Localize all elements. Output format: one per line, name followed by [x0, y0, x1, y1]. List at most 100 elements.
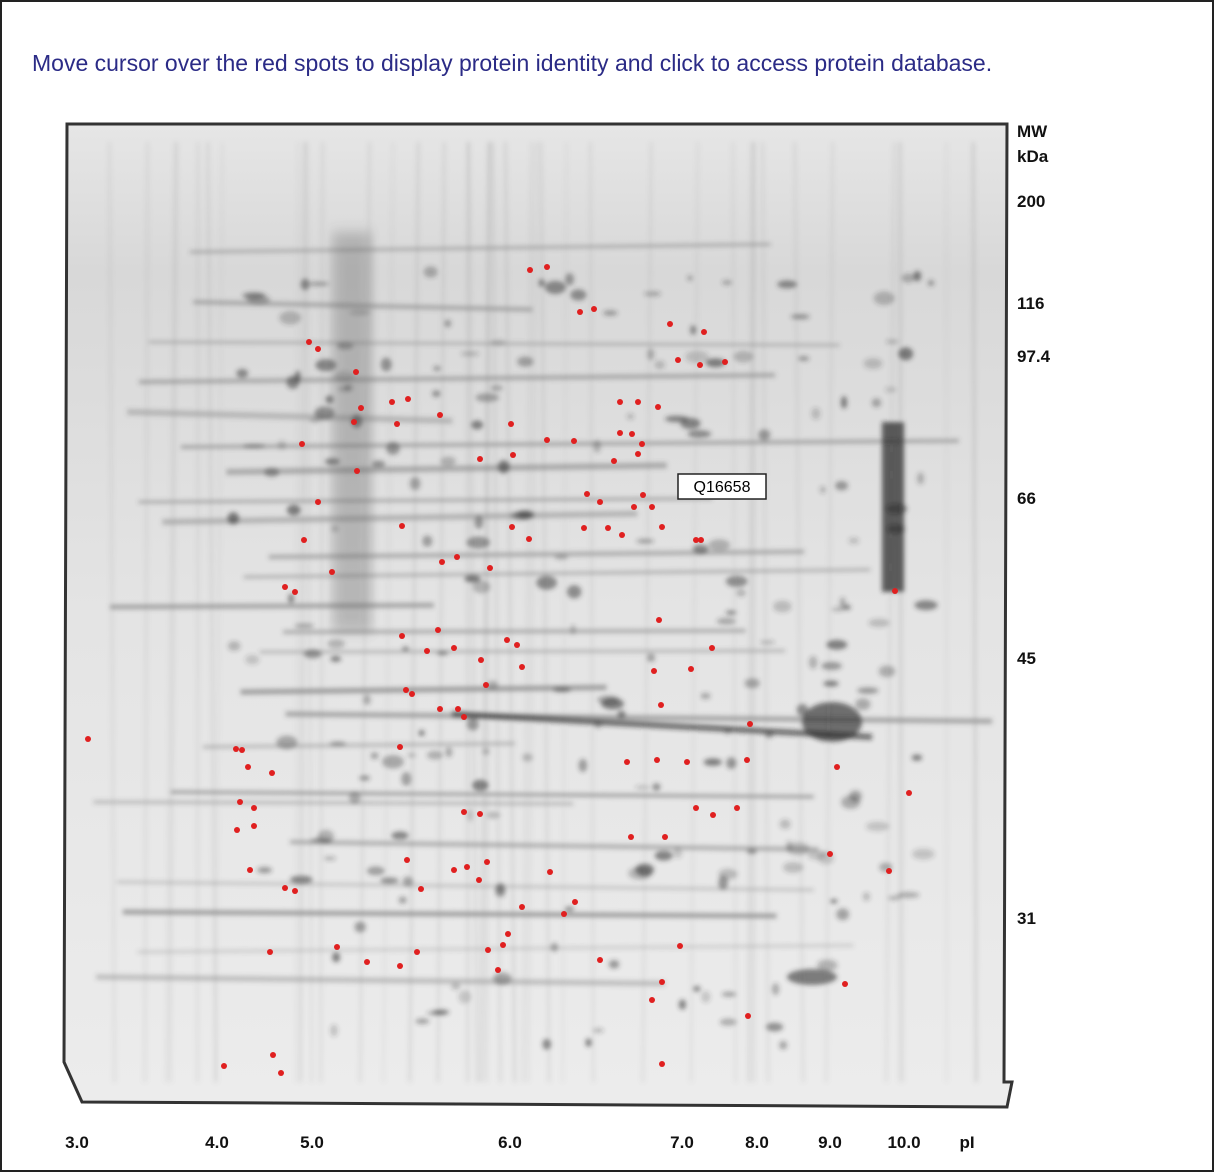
protein-spot[interactable] [315, 346, 321, 352]
protein-spot[interactable] [651, 668, 657, 674]
protein-spot[interactable] [886, 868, 892, 874]
protein-spot[interactable] [85, 736, 91, 742]
protein-spot[interactable] [617, 430, 623, 436]
protein-spot[interactable] [649, 504, 655, 510]
protein-spot[interactable] [659, 1061, 665, 1067]
protein-spot[interactable] [624, 759, 630, 765]
protein-spot[interactable] [649, 997, 655, 1003]
protein-spot[interactable] [394, 421, 400, 427]
protein-spot[interactable] [675, 357, 681, 363]
protein-spot[interactable] [270, 1052, 276, 1058]
protein-spot[interactable] [364, 959, 370, 965]
protein-spot[interactable] [484, 859, 490, 865]
protein-spot[interactable] [628, 834, 634, 840]
protein-spot[interactable] [697, 362, 703, 368]
protein-spot[interactable] [477, 456, 483, 462]
protein-spot[interactable] [409, 691, 415, 697]
protein-spot[interactable] [476, 877, 482, 883]
protein-spot[interactable] [508, 421, 514, 427]
protein-spot[interactable] [282, 584, 288, 590]
protein-spot[interactable] [437, 706, 443, 712]
protein-spot[interactable] [282, 885, 288, 891]
protein-spot[interactable] [605, 525, 611, 531]
protein-spot[interactable] [572, 899, 578, 905]
protein-spot[interactable] [827, 851, 833, 857]
protein-spot[interactable] [334, 944, 340, 950]
protein-spot[interactable] [527, 267, 533, 273]
protein-spot[interactable] [437, 412, 443, 418]
protein-spot[interactable] [631, 504, 637, 510]
protein-spot[interactable] [892, 588, 898, 594]
protein-spot[interactable] [659, 979, 665, 985]
protein-spot[interactable] [455, 706, 461, 712]
protein-spot[interactable] [221, 1063, 227, 1069]
protein-spot[interactable] [299, 441, 305, 447]
protein-spot[interactable] [519, 904, 525, 910]
protein-spot[interactable] [505, 931, 511, 937]
protein-spot[interactable] [247, 867, 253, 873]
protein-spot[interactable] [399, 523, 405, 529]
protein-spot[interactable] [597, 499, 603, 505]
protein-spot[interactable] [677, 943, 683, 949]
protein-spot[interactable] [358, 405, 364, 411]
protein-spot[interactable] [667, 321, 673, 327]
protein-spot[interactable] [635, 399, 641, 405]
protein-spot[interactable] [698, 537, 704, 543]
protein-spot[interactable] [658, 702, 664, 708]
protein-spot[interactable] [655, 404, 661, 410]
protein-spot[interactable] [745, 1013, 751, 1019]
protein-spot[interactable] [710, 812, 716, 818]
protein-spot[interactable] [693, 537, 699, 543]
protein-spot[interactable] [693, 805, 699, 811]
protein-spot[interactable] [591, 306, 597, 312]
protein-spot[interactable] [353, 369, 359, 375]
protein-spot[interactable] [451, 867, 457, 873]
protein-spot[interactable] [509, 524, 515, 530]
protein-spot[interactable] [662, 834, 668, 840]
protein-spot[interactable] [906, 790, 912, 796]
protein-spot[interactable] [722, 359, 728, 365]
protein-spot[interactable] [418, 886, 424, 892]
protein-spot[interactable] [842, 981, 848, 987]
protein-spot[interactable] [581, 525, 587, 531]
protein-spot[interactable] [656, 617, 662, 623]
protein-spot[interactable] [684, 759, 690, 765]
protein-spot[interactable] [306, 339, 312, 345]
protein-spot[interactable] [571, 438, 577, 444]
protein-spot[interactable] [519, 664, 525, 670]
protein-spot[interactable] [399, 633, 405, 639]
protein-spot[interactable] [414, 949, 420, 955]
protein-spot[interactable] [292, 888, 298, 894]
protein-spot[interactable] [495, 967, 501, 973]
protein-spot[interactable] [239, 747, 245, 753]
protein-spot[interactable] [597, 957, 603, 963]
protein-spot[interactable] [351, 419, 357, 425]
protein-spot[interactable] [834, 764, 840, 770]
protein-spot[interactable] [483, 682, 489, 688]
protein-spot[interactable] [278, 1070, 284, 1076]
protein-spot[interactable] [451, 645, 457, 651]
protein-spot[interactable] [439, 559, 445, 565]
protein-spot[interactable] [514, 642, 520, 648]
protein-spot[interactable] [611, 458, 617, 464]
protein-spot[interactable] [292, 589, 298, 595]
protein-spot[interactable] [405, 396, 411, 402]
protein-spot[interactable] [329, 569, 335, 575]
protein-spot[interactable] [544, 264, 550, 270]
protein-spot[interactable] [404, 857, 410, 863]
protein-spot[interactable] [269, 770, 275, 776]
protein-spot[interactable] [510, 452, 516, 458]
protein-spot[interactable] [403, 687, 409, 693]
protein-spot[interactable] [237, 799, 243, 805]
protein-spot[interactable] [561, 911, 567, 917]
protein-spot[interactable] [354, 468, 360, 474]
protein-spot[interactable] [617, 399, 623, 405]
protein-spot[interactable] [635, 451, 641, 457]
protein-spot[interactable] [747, 721, 753, 727]
protein-spot[interactable] [487, 565, 493, 571]
protein-spot[interactable] [251, 823, 257, 829]
protein-spot[interactable] [397, 744, 403, 750]
protein-spot[interactable] [547, 869, 553, 875]
protein-spot[interactable] [709, 645, 715, 651]
protein-spot[interactable] [485, 947, 491, 953]
